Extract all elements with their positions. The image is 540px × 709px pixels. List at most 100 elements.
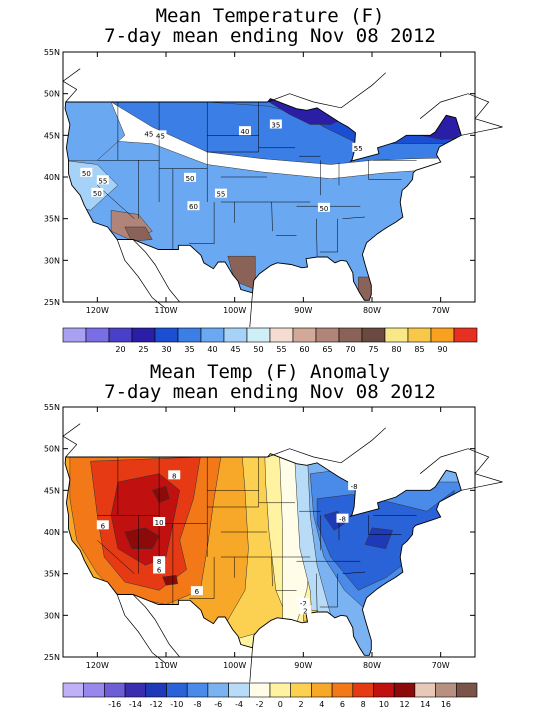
state-border: [316, 218, 318, 257]
contour-label-box: [96, 175, 109, 185]
contour-label-box: [297, 597, 310, 607]
contour-label-box: [336, 513, 349, 523]
coastline: [116, 594, 167, 664]
legend-tick-label: 14: [420, 700, 430, 709]
contour-label-box: [91, 187, 104, 197]
lat-label: 55N: [44, 48, 60, 57]
legend-tick-label: -12: [150, 700, 163, 709]
legend-swatch: [338, 327, 363, 343]
contour-label: 45: [144, 131, 153, 139]
legend-tick-label: 4: [319, 700, 324, 709]
lat-label: 30N: [44, 256, 60, 265]
coastline: [267, 427, 386, 464]
legend-tick-label: 35: [184, 345, 194, 354]
contour-label: 50: [319, 205, 328, 213]
legend-tick-label: 70: [345, 345, 355, 354]
lat-label: 45N: [44, 131, 60, 140]
lat-label: 35N: [44, 215, 60, 224]
legend-swatch: [331, 682, 354, 698]
lon-label: 80W: [363, 306, 381, 315]
contour-label: 35: [271, 122, 280, 130]
state-border: [97, 185, 135, 219]
legend-swatch: [269, 327, 294, 343]
legend-swatch: [453, 327, 478, 343]
shaded-band: [151, 485, 170, 504]
legend-tick-label: 40: [207, 345, 217, 354]
contour-label-box: [96, 520, 109, 530]
legend-swatch: [292, 327, 317, 343]
legend-swatch: [228, 682, 250, 698]
contour-label-box: [269, 119, 282, 129]
coastline: [249, 647, 253, 683]
contour-label-box: [299, 605, 312, 615]
shaded-band: [364, 527, 393, 549]
lat-label: 25N: [44, 653, 60, 662]
coastline: [419, 448, 503, 491]
lat-label: 55N: [44, 403, 60, 412]
lat-label: 45N: [44, 486, 60, 495]
legend-swatch: [104, 682, 126, 698]
legend-swatch: [186, 682, 209, 698]
coastline: [249, 292, 253, 328]
legend-swatch: [223, 327, 248, 343]
shaded-band: [162, 575, 178, 586]
legend-tick-label: -4: [235, 700, 243, 709]
legend-swatch: [311, 682, 333, 698]
contour-label: 45: [156, 132, 165, 140]
legend-tick-label: 6: [340, 700, 345, 709]
legend-tick-label: 12: [399, 700, 409, 709]
contour-label-box: [154, 130, 167, 140]
contour-label: -8: [339, 516, 346, 524]
lon-label: 100W: [223, 661, 246, 670]
lat-label: 40N: [44, 173, 60, 182]
contour-label: 8: [172, 472, 176, 480]
state-border: [271, 556, 273, 587]
legend-tick-label: 80: [391, 345, 401, 354]
anomaly-map: 55N 50N 45N 40N 35N 30N 25N 120W 110W 100W 90W 80W 7…: [44, 403, 503, 709]
legend-tick-label: 30: [161, 345, 171, 354]
legend-swatch: [407, 327, 432, 343]
legend-tick-label: -10: [170, 700, 183, 709]
contour-label-box: [153, 517, 166, 526]
legend-swatch: [62, 327, 87, 343]
contour-label: 50: [186, 175, 195, 183]
coastline: [132, 239, 180, 303]
legend-tick-label: 0: [278, 700, 283, 709]
legend-swatch: [177, 327, 202, 343]
legend-swatch: [249, 682, 271, 698]
legend-swatch: [154, 327, 179, 343]
legend-swatch: [290, 682, 312, 698]
map1-title-line2: 7-day mean ending Nov 08 2012: [104, 25, 436, 47]
contour-label: 40: [241, 128, 250, 136]
legend-swatch: [200, 327, 225, 343]
contour-label: 6: [157, 567, 162, 575]
contour-label-box: [80, 167, 93, 177]
legend-tick-label: 60: [299, 345, 309, 354]
state-border: [271, 201, 273, 232]
lon-label: 110W: [154, 661, 177, 670]
lon-label: 90W: [294, 306, 312, 315]
legend-tick-label: 10: [379, 700, 389, 709]
coastline: [116, 239, 167, 309]
legend-tick-label: 20: [115, 345, 125, 354]
legend-swatch: [83, 682, 105, 698]
legend-tick-label: -2: [256, 700, 264, 709]
contour-label: 6: [195, 588, 200, 596]
lon-label: 120W: [86, 661, 109, 670]
lat-label: 50N: [44, 90, 60, 99]
legend-tick-label: 55: [276, 345, 286, 354]
legend-swatch: [361, 327, 386, 343]
legend-swatch: [455, 682, 478, 698]
contour-label: 60: [189, 203, 198, 211]
legend-swatch: [393, 682, 416, 698]
contour-label: 8: [157, 558, 161, 566]
legend-swatch: [145, 682, 167, 698]
contour-label: 50: [93, 190, 102, 198]
lat-label: 50N: [44, 445, 60, 454]
coastline: [267, 72, 386, 109]
contour-label-box: [168, 470, 181, 480]
legend-swatch: [124, 682, 147, 698]
map2-title-line1: Mean Temp (F) Anomaly: [149, 361, 391, 383]
state-border: [342, 571, 366, 574]
map1-title-line1: Mean Temperature (F): [155, 5, 385, 27]
